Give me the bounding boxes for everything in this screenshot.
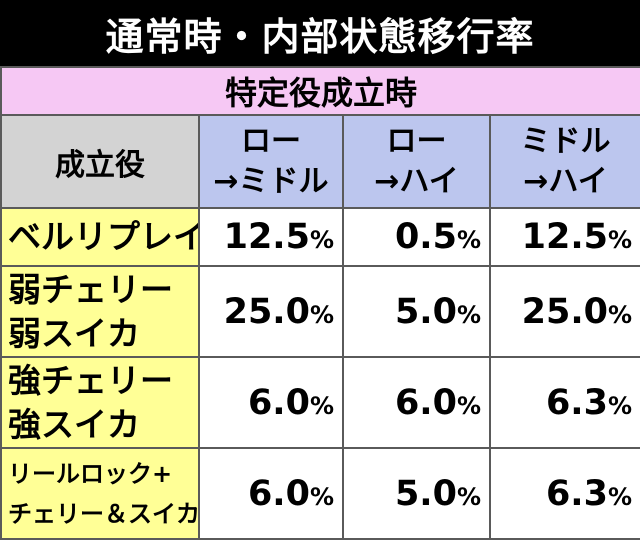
column-header-middle-to-high: ミドル →ハイ [488, 114, 640, 209]
rate-unit: % [456, 482, 481, 511]
rate-unit: % [309, 226, 334, 254]
rate-value: 25.0 [223, 291, 310, 332]
table-subtitle: 特定役成立時 [0, 66, 640, 116]
rate-cell: 25.0% [198, 265, 344, 358]
row-label-line: 強チェリー [8, 360, 173, 400]
rate-unit: % [456, 226, 481, 254]
rate-cell: 12.5% [198, 207, 344, 267]
column-header-low-to-high: ロー →ハイ [342, 114, 491, 209]
rate-value: 5.0 [394, 291, 457, 332]
rate-unit: % [456, 391, 481, 420]
rate-cell: 5.0% [342, 265, 491, 358]
rate-value: 12.5 [223, 217, 310, 257]
title-bar: 通常時・内部状態移行率 [0, 0, 640, 66]
column-header-line: ロー [386, 123, 447, 159]
rate-cell: 12.5% [488, 207, 640, 267]
rate-unit: % [309, 300, 334, 329]
table-row-reel-lock: リールロック+ チェリー＆スイカ 6.0% 5.0% 6.3% [0, 447, 640, 540]
row-label-line: チェリー＆スイカ [8, 499, 199, 528]
table-row-bell-replay: ベルリプレイ 12.5% 0.5% 12.5% [0, 207, 640, 267]
rate-value: 12.5 [521, 217, 608, 257]
rate-unit: % [607, 482, 633, 511]
rate-cell: 6.0% [342, 356, 491, 449]
label-column-header: 成立役 [0, 114, 200, 209]
rate-cell: 25.0% [488, 265, 640, 358]
row-label: 弱チェリー 弱スイカ [0, 265, 200, 358]
column-header-line: ロー [241, 123, 301, 159]
row-label-line: 弱スイカ [8, 313, 140, 353]
rate-cell: 0.5% [342, 207, 491, 267]
rate-value: 25.0 [521, 291, 608, 332]
rate-value: 6.0 [247, 382, 310, 423]
column-header-line: →ハイ [523, 163, 608, 199]
rate-cell: 5.0% [342, 447, 491, 540]
rate-unit: % [607, 300, 633, 329]
rate-cell: 6.3% [488, 447, 640, 540]
rate-value: 0.5 [394, 217, 457, 257]
rate-value: 6.0 [394, 382, 457, 423]
row-label: リールロック+ チェリー＆スイカ [0, 447, 200, 540]
rate-unit: % [607, 391, 633, 420]
rate-value: 6.3 [545, 473, 608, 514]
rate-cell: 6.0% [198, 447, 344, 540]
rate-unit: % [607, 226, 633, 254]
row-label-line: 弱チェリー [8, 269, 173, 309]
rate-unit: % [309, 482, 334, 511]
header-row: 成立役 ロー →ミドル ロー →ハイ ミドル →ハイ [0, 114, 640, 209]
column-header-line: →ミドル [213, 163, 329, 199]
page-title: 通常時・内部状態移行率 [105, 14, 535, 59]
rate-cell: 6.0% [198, 356, 344, 449]
column-header-low-to-middle: ロー →ミドル [198, 114, 344, 209]
rate-value: 6.3 [545, 382, 608, 423]
subtitle-row: 特定役成立時 [0, 66, 640, 116]
rate-value: 6.0 [247, 473, 310, 514]
row-label-line: ベルリプレイ [8, 217, 199, 256]
row-label: 強チェリー 強スイカ [0, 356, 200, 449]
rate-unit: % [456, 300, 481, 329]
table-row-weak-cherry-watermelon: 弱チェリー 弱スイカ 25.0% 5.0% 25.0% [0, 265, 640, 358]
transition-rate-table: 特定役成立時 成立役 ロー →ミドル ロー →ハイ ミドル →ハイ ベルリプレイ… [0, 66, 640, 540]
rate-value: 5.0 [394, 473, 457, 514]
row-label-line: 強スイカ [8, 404, 140, 444]
column-header-line: →ハイ [374, 163, 459, 199]
rate-unit: % [309, 391, 334, 420]
column-header-line: ミドル [520, 123, 611, 159]
row-label-line: リールロック+ [8, 459, 173, 488]
table-row-strong-cherry-watermelon: 強チェリー 強スイカ 6.0% 6.0% 6.3% [0, 356, 640, 449]
row-label: ベルリプレイ [0, 207, 200, 267]
rate-cell: 6.3% [488, 356, 640, 449]
